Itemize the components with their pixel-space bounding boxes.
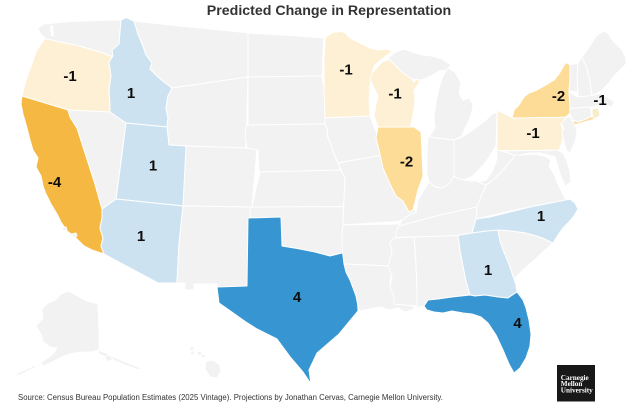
svg-text:-2: -2 xyxy=(552,88,565,105)
svg-text:-1: -1 xyxy=(593,92,606,109)
svg-text:4: 4 xyxy=(513,315,522,332)
svg-text:-4: -4 xyxy=(48,174,62,191)
svg-text:-1: -1 xyxy=(388,86,401,103)
svg-text:1: 1 xyxy=(127,85,135,102)
svg-text:-2: -2 xyxy=(400,154,413,171)
svg-text:University: University xyxy=(561,386,593,394)
svg-text:1: 1 xyxy=(137,228,145,245)
svg-text:Mellon: Mellon xyxy=(561,380,583,388)
svg-text:4: 4 xyxy=(293,289,302,306)
svg-text:1: 1 xyxy=(484,262,492,279)
svg-text:1: 1 xyxy=(149,158,157,175)
svg-text:-1: -1 xyxy=(339,62,352,79)
svg-text:-1: -1 xyxy=(526,125,539,142)
svg-text:-1: -1 xyxy=(63,68,76,85)
svg-text:Carnegie: Carnegie xyxy=(561,374,589,382)
svg-text:1: 1 xyxy=(537,208,545,225)
